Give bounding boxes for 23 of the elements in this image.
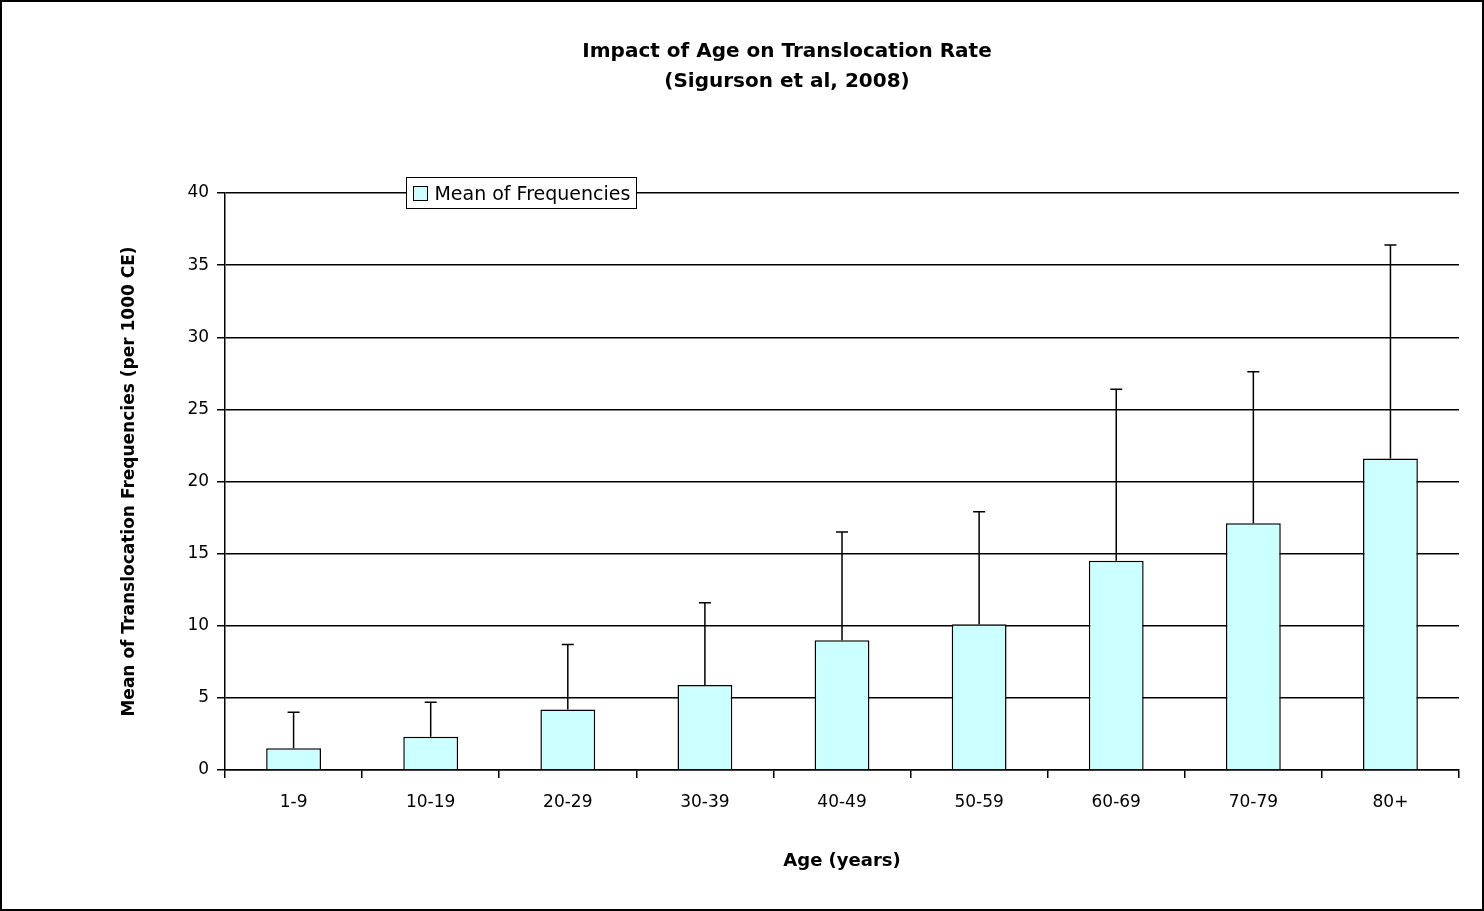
x-tick-label: 60-69: [1091, 790, 1141, 811]
y-tick-label: 35: [187, 253, 210, 274]
x-tick-label: 30-39: [680, 790, 730, 811]
x-axis-title: Age (years): [783, 848, 901, 870]
x-tick-label: 50-59: [954, 790, 1004, 811]
x-tick-label: 10-19: [405, 790, 456, 811]
x-tick-label: 80+: [1372, 790, 1409, 811]
y-tick-label: 25: [187, 397, 210, 418]
y-tick-label: 5: [198, 686, 210, 707]
x-tick-label: 40-49: [817, 790, 867, 811]
y-tick-label: 0: [198, 758, 210, 779]
legend-label: Mean of Frequencies: [434, 182, 631, 204]
y-tick-label: 30: [187, 325, 210, 346]
y-axis-title: Mean of Translocation Frequencies (per 1000 CE): [117, 246, 138, 717]
x-tick-label: 70-79: [1228, 790, 1279, 811]
x-tick-label: 1-9: [279, 790, 308, 811]
chart-title: Impact of Age on Translocation Rate: [582, 38, 992, 63]
y-tick-label: 40: [187, 181, 210, 202]
y-tick-label: 15: [187, 542, 210, 563]
chart-subtitle: (Sigurson et al, 2008): [664, 68, 910, 93]
y-tick-label: 20: [187, 469, 210, 490]
y-tick-label: 10: [187, 614, 210, 635]
x-tick-label: 20-29: [543, 790, 593, 811]
